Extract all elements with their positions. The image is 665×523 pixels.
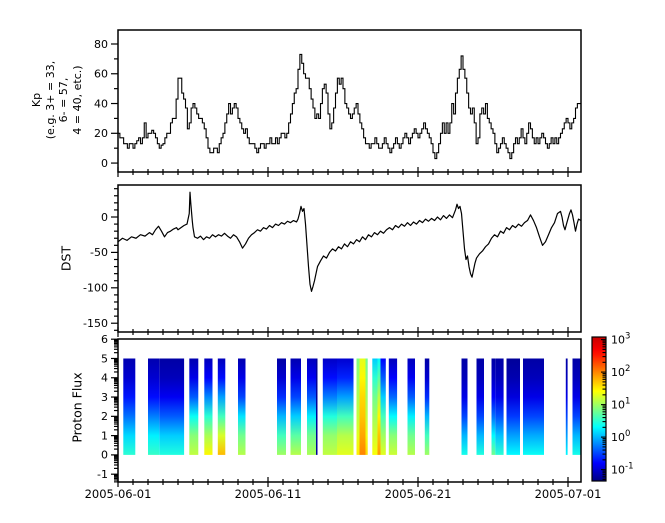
kp-x-ticks [117,167,569,177]
proton-y-ticks [111,338,118,483]
dst-y-tick-label: 0 [101,211,108,224]
kp-y-tick-label: 20 [94,127,108,140]
proton-flux-stripe [377,358,381,455]
proton-x-ticks [117,477,569,487]
colorbar-tick-label: 102 [611,364,630,379]
proton-flux-stripe [204,358,213,455]
colorbar-ticks [601,339,606,480]
x-tick-label-2005-06-11: 2005-06-11 [234,487,302,501]
proton-flux-stripe [476,358,484,455]
proton-y-tick-label: 6 [101,333,108,346]
proton-flux-stripe [506,358,520,455]
proton-flux-stripe [365,358,368,455]
proton-y-tick-label: 0 [101,449,108,462]
proton-flux-stripe [189,358,199,455]
proton-flux-stripe [565,358,568,455]
proton-y-tick-label: -1 [97,468,108,481]
proton-flux-stripe [424,358,430,455]
kp-axis-label-line4: 4 = 40, etc.) [70,65,84,135]
kp-y-ticks [111,43,118,164]
proton-flux-stripe [290,358,301,455]
proton-flux-stripe [356,358,360,455]
proton-flux-stripe [380,358,386,455]
x-tick-label-2005-06-01: 2005-06-01 [84,487,152,501]
proton-flux-heatmap [123,358,582,455]
dst-panel: 0 -50 -100 -150 [83,184,582,337]
proton-flux-stripe [337,358,354,455]
dst-y-tick-label: -50 [90,246,108,259]
proton-y-tick-label: 3 [101,391,108,404]
kp-y-tick-label: 0 [101,157,108,170]
proton-flux-stripe [388,358,398,455]
kp-panel-box [117,29,582,173]
dst-y-ticks [111,188,118,331]
kp-axis-label: Kp (e.g. 3+ = 33, 6- = 57, 4 = 40, etc.) [30,25,84,175]
dst-x-ticks [117,327,569,337]
dst-axis-label-text: DST [58,245,74,272]
dst-panel-box [117,184,582,333]
colorbar-tick-label: 103 [611,332,630,347]
colorbar-gradient [591,336,607,482]
proton-flux-stripe [277,358,286,455]
proton-flux-stripe [407,358,415,455]
proton-y-tick-label: 5 [101,352,108,365]
kp-y-tick-label: 40 [94,97,108,110]
proton-y-tick-label: 1 [101,429,108,442]
kp-series [118,53,581,160]
proton-flux-stripe [491,358,496,455]
colorbar-tick-label: 101 [611,397,630,412]
x-tick-label-2005-06-21: 2005-06-21 [384,487,452,501]
proton-flux-stripe [372,358,378,455]
proton-panel: 6 5 4 3 2 1 0 -1 [97,333,582,487]
proton-flux-stripe [159,358,185,455]
proton-flux-stripe [572,358,582,455]
dst-series [117,191,582,292]
kp-axis-label-line1: Kp [30,92,43,108]
proton-flux-axis-label: Proton Flux [70,348,85,468]
kp-y-tick-label: 60 [94,68,108,81]
dst-y-tick-label: -150 [83,317,108,330]
proton-flux-axis-label-text: Proton Flux [69,372,85,443]
proton-y-tick-label: 4 [101,372,108,385]
proton-flux-stripe [495,358,504,455]
kp-axis-label-line3: 6- = 57, [57,77,70,123]
proton-flux-stripe [316,358,318,455]
proton-flux-stripe [307,358,316,455]
kp-y-tick-label: 80 [94,38,108,51]
proton-flux-stripe [148,358,160,455]
dst-y-tick-label: -100 [83,282,108,295]
proton-flux-stripe [217,358,226,455]
proton-flux-stripe [123,358,136,455]
x-tick-label-2005-07-01: 2005-07-01 [534,487,602,501]
proton-flux-stripe [359,358,366,455]
proton-flux-stripe [322,358,337,455]
colorbar-tick-label: 10-1 [611,462,633,477]
kp-axis-label-line2: (e.g. 3+ = 33, [43,60,57,140]
colorbar: 103 102 101 100 10-1 [591,332,633,482]
proton-flux-stripe [238,358,246,455]
colorbar-tick-label: 100 [611,429,630,444]
dst-axis-label: DST [59,209,74,309]
proton-y-tick-label: 2 [101,410,108,423]
kp-panel: 80 60 40 20 0 [94,29,582,177]
proton-flux-stripe [523,358,544,455]
proton-flux-stripe [461,358,468,455]
